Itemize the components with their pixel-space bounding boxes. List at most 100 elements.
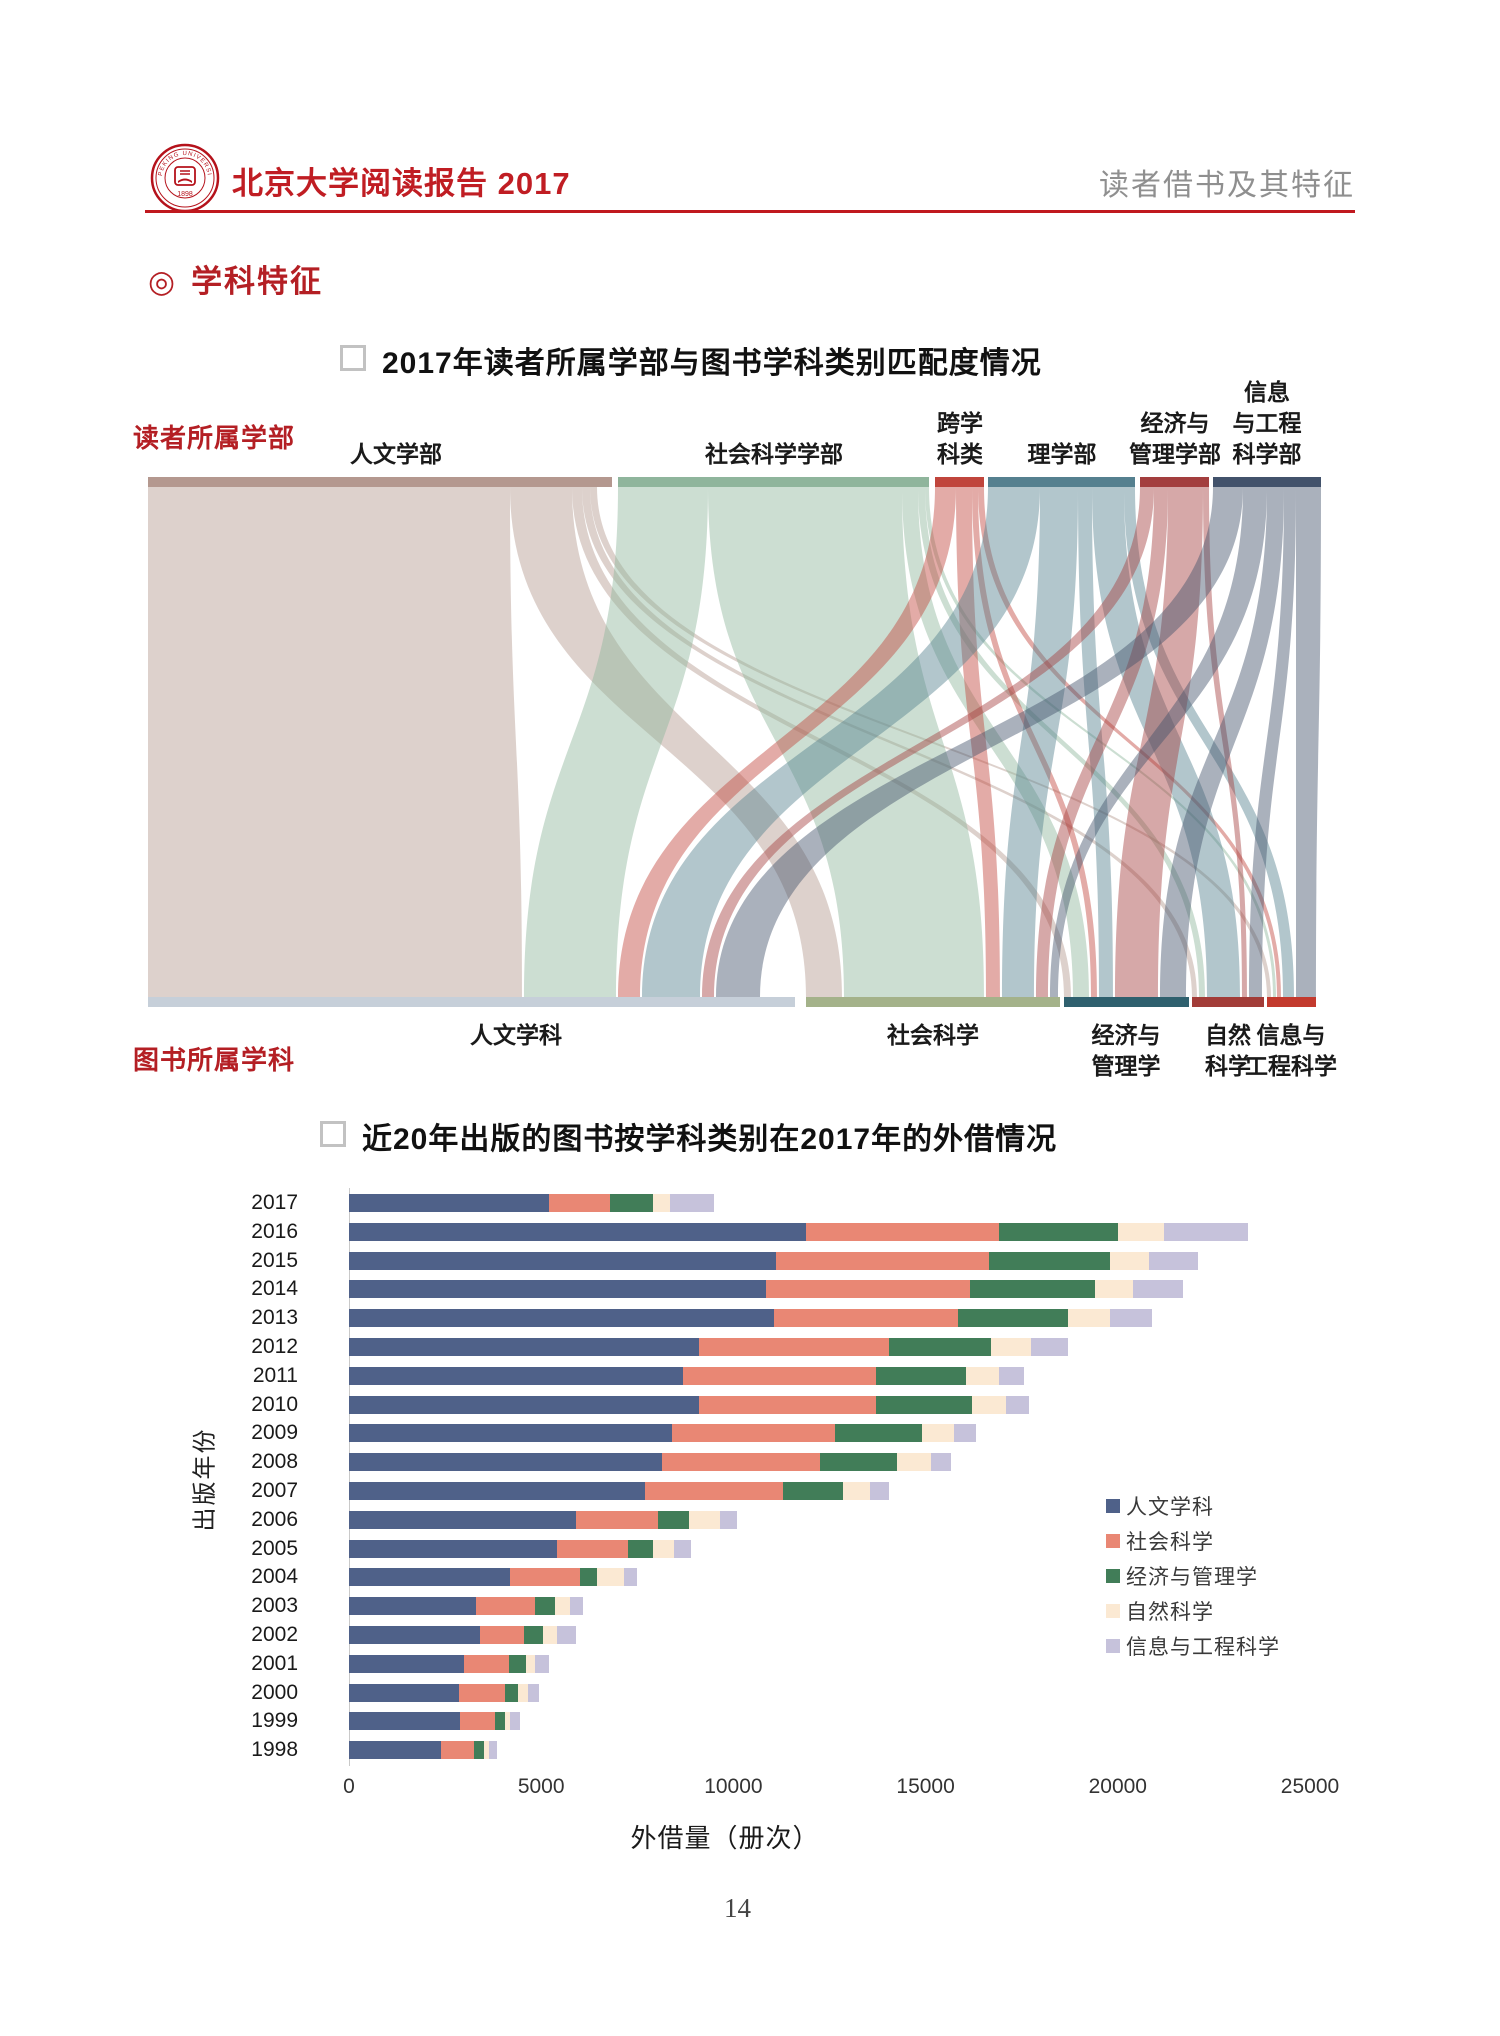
stacked-bar-row [349, 1366, 1024, 1385]
sankey-node-label: 信息 与工程 科学部 [1232, 379, 1302, 467]
year-tick-label: 2014 [251, 1277, 298, 1301]
sankey-link [918, 487, 1205, 997]
year-tick-label: 2013 [251, 1306, 298, 1330]
bar-segment-社会科学 [479, 1626, 524, 1644]
year-tick-label: 2017 [251, 1191, 298, 1214]
bar-segment-自然科学 [543, 1626, 557, 1644]
pku-library-logo: PEKING UNIVERSITY LIBRARY 1898 [150, 143, 220, 213]
year-tick-label: 2004 [251, 1565, 298, 1589]
sankey-node-label: 社会科学学部 [705, 441, 843, 467]
sankey-link [582, 487, 1197, 997]
bar-segment-社会科学 [662, 1453, 820, 1472]
bar-segment-信息与工程科学 [527, 1683, 540, 1702]
year-tick-label: 2010 [251, 1392, 298, 1416]
legend-label: 人文学科 [1126, 1496, 1214, 1519]
bar-segment-信息与工程科学 [1148, 1251, 1199, 1270]
sankey-link [1160, 487, 1284, 997]
section-title: 学科特征 [191, 264, 324, 299]
bar-segment-自然科学 [1094, 1280, 1134, 1299]
year-tick-label: 2002 [251, 1623, 298, 1646]
sankey-title: 2017年读者所属学部与图书学科类别匹配度情况 [382, 347, 1042, 380]
bar-segment-自然科学 [525, 1654, 536, 1673]
bar-segment-信息与工程科学 [673, 1539, 692, 1558]
bar-segment-自然科学 [596, 1568, 624, 1587]
bar-segment-社会科学 [458, 1683, 505, 1702]
bar-segment-人文学科 [349, 1453, 663, 1472]
bar-segment-社会科学 [698, 1338, 890, 1356]
legend-label: 信息与工程科学 [1126, 1636, 1280, 1659]
sankey-node-label: 信息与 工程科学 [1245, 1022, 1337, 1079]
bar-segment-人文学科 [349, 1626, 480, 1644]
bar-segment-经济与管理学 [875, 1366, 966, 1385]
bar-segment-社会科学 [773, 1309, 959, 1328]
year-tick-label: 2016 [251, 1219, 298, 1243]
bar-segment-信息与工程科学 [535, 1654, 549, 1673]
bar-segment-人文学科 [349, 1222, 807, 1241]
sankey-source-node [988, 477, 1135, 487]
bar-segment-人文学科 [349, 1597, 476, 1616]
bar-segment-人文学科 [349, 1338, 699, 1356]
bar-segment-人文学科 [349, 1654, 465, 1673]
bar-segment-社会科学 [698, 1395, 876, 1414]
bar-segment-自然科学 [689, 1510, 720, 1529]
bar-segment-社会科学 [644, 1482, 784, 1500]
stacked-bar-row [349, 1222, 1249, 1241]
barchart-title: 近20年出版的图书按学科类别在2017年的外借情况 [362, 1123, 1058, 1156]
legend-label: 经济与管理学 [1126, 1566, 1258, 1589]
sankey-link [978, 487, 1281, 997]
sankey-node-label: 理学部 [1027, 441, 1097, 467]
year-tick-label: 2005 [251, 1536, 298, 1560]
legend-label: 社会科学 [1126, 1531, 1214, 1554]
sankey-source-node [1140, 477, 1209, 487]
sankey-source-node [148, 477, 612, 487]
year-tick-label: 2012 [251, 1335, 298, 1358]
sankey-link [510, 487, 842, 997]
bar-segment-人文学科 [349, 1683, 459, 1702]
x-tick-label: 15000 [896, 1775, 955, 1798]
bar-segment-经济与管理学 [875, 1395, 972, 1414]
section-marker-icon: ◎ [148, 264, 178, 299]
bar-segment-社会科学 [806, 1222, 999, 1241]
sankey-target-node [1064, 997, 1189, 1007]
year-tick-label: 2001 [251, 1651, 298, 1675]
bar-segment-信息与工程科学 [489, 1741, 497, 1760]
sankey-source-node [618, 477, 929, 487]
bar-segment-自然科学 [971, 1395, 1007, 1414]
stacked-bar-row [349, 1280, 1184, 1299]
bar-segment-经济与管理学 [627, 1539, 653, 1558]
stacked-bar-row [349, 1338, 1068, 1356]
sankey-link [148, 487, 522, 997]
sankey-diagram [148, 477, 1321, 1007]
bar-segment-人文学科 [349, 1741, 442, 1760]
sankey-link [1115, 487, 1203, 997]
bar-segment-信息与工程科学 [1133, 1280, 1184, 1299]
barchart-axis-line [349, 1188, 350, 1766]
logo-year: 1898 [177, 191, 193, 198]
legend-item: 人文学科 [1106, 1491, 1214, 1521]
stacked-bar-row [349, 1654, 549, 1673]
sankey-node-label: 经济与 管理学部 [1129, 410, 1221, 467]
bar-segment-信息与工程科学 [998, 1366, 1024, 1385]
stacked-bar-row [349, 1712, 521, 1731]
sankey-title-row: 2017年读者所属学部与图书学科类别匹配度情况 [340, 338, 1042, 382]
sankey-source-axis-label: 读者所属学部 [133, 423, 296, 453]
sankey-node-label: 跨学 科类 [937, 410, 983, 467]
year-tick-label: 1999 [251, 1709, 298, 1733]
sankey-link [1050, 487, 1267, 997]
bar-segment-信息与工程科学 [510, 1712, 521, 1731]
bar-segment-经济与管理学 [889, 1338, 991, 1356]
bar-segment-人文学科 [349, 1424, 672, 1443]
sankey-node-label: 经济与 管理学 [1091, 1022, 1161, 1079]
bar-segment-自然科学 [842, 1482, 870, 1500]
bar-segment-信息与工程科学 [1031, 1338, 1068, 1356]
sankey-link [1124, 487, 1294, 997]
sankey-target-node [1267, 997, 1316, 1007]
bar-segment-社会科学 [548, 1194, 611, 1212]
bar-segment-自然科学 [554, 1597, 571, 1616]
sankey-link [572, 487, 1071, 997]
bar-segment-社会科学 [464, 1654, 509, 1673]
bar-segment-社会科学 [766, 1280, 970, 1299]
sankey-node-label: 人文学科 [470, 1022, 562, 1048]
stacked-bar-row [349, 1568, 638, 1587]
legend-swatch-icon [1106, 1604, 1120, 1618]
